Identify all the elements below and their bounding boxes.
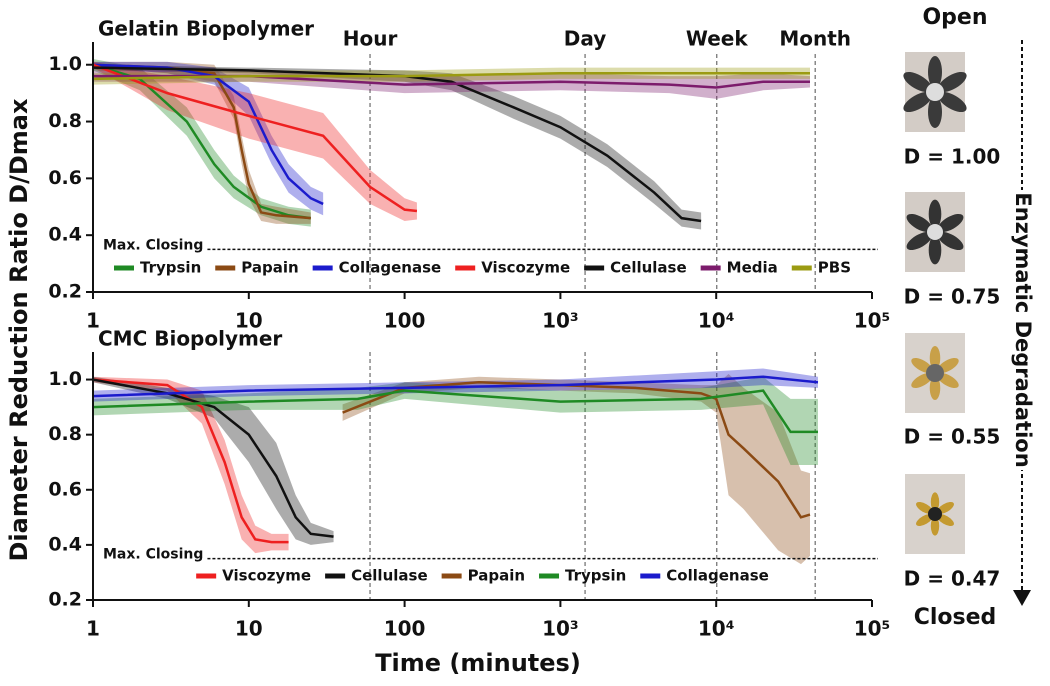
state-label: D = 0.55 bbox=[904, 425, 1001, 449]
x-tick-label: 10⁴ bbox=[698, 617, 735, 641]
arrow-head bbox=[1013, 590, 1031, 606]
series-line bbox=[92, 66, 702, 223]
plot: Max. Closing 0.2 0.4 0.6 0.8 1.0 1 10 100 10³ 10⁴ 1… bbox=[48, 327, 890, 641]
photo bbox=[905, 333, 965, 413]
x-tick-label: 10³ bbox=[542, 617, 579, 641]
time-marker-label: Hour bbox=[343, 27, 398, 51]
series-line bbox=[92, 63, 418, 213]
x-tick-label: 100 bbox=[384, 309, 426, 333]
y-tick-label: 0.4 bbox=[48, 224, 82, 246]
state-label: D = 1.00 bbox=[904, 145, 1001, 169]
series-line bbox=[92, 375, 819, 398]
time-marker-label: Month bbox=[779, 27, 851, 51]
x-tick-label: 10 bbox=[235, 617, 263, 641]
legend-label: Trypsin bbox=[140, 259, 201, 277]
series-line bbox=[92, 378, 334, 538]
x-tick-label: 10 bbox=[235, 309, 263, 333]
legend-label: Papain bbox=[241, 259, 298, 277]
side-label: Enzymatic Degradation bbox=[1011, 192, 1035, 467]
y-tick-label: 0.6 bbox=[48, 167, 82, 189]
y-tick-label: 0.8 bbox=[48, 110, 82, 132]
x-tick-label: 10⁵ bbox=[854, 309, 891, 333]
state-label: D = 0.75 bbox=[904, 285, 1001, 309]
y-tick-label: 0.2 bbox=[48, 589, 82, 611]
y-tick-label: 0.4 bbox=[48, 533, 82, 555]
time-marker-label: Day bbox=[564, 27, 607, 51]
series-line bbox=[92, 378, 289, 544]
legend-label: PBS bbox=[818, 259, 851, 277]
legend-label: Trypsin bbox=[565, 567, 626, 585]
photo bbox=[905, 474, 965, 554]
legend-label: Media bbox=[727, 259, 778, 277]
error-band bbox=[93, 61, 324, 216]
error-band bbox=[93, 64, 702, 230]
legend-label: Cellulase bbox=[351, 567, 428, 585]
x-tick-label: 10⁵ bbox=[854, 617, 891, 641]
y-tick-label: 0.8 bbox=[48, 423, 82, 445]
x-tick-label: 1 bbox=[86, 617, 100, 641]
x-tick-label: 1 bbox=[86, 309, 100, 333]
legend-label: Cellulase bbox=[610, 259, 687, 277]
hline-label: Max. Closing bbox=[103, 547, 203, 563]
series-line bbox=[92, 72, 811, 81]
legend-label: Collagenase bbox=[339, 259, 442, 277]
error-band bbox=[93, 61, 417, 221]
open-label: Open bbox=[922, 5, 987, 30]
series-line bbox=[93, 74, 811, 89]
hline-label: Max. Closing bbox=[103, 237, 203, 253]
x-tick-label: 10³ bbox=[542, 309, 579, 333]
legend: Viscozyme Cellulase Papain Trypsin Collagena… bbox=[196, 567, 769, 585]
label-backdrop bbox=[1010, 190, 1034, 470]
state-label: D = 0.47 bbox=[904, 567, 1001, 591]
series-line bbox=[92, 389, 818, 434]
photo bbox=[900, 52, 970, 132]
legend: Trypsin Papain Collagenase Viscozyme Cellula… bbox=[114, 259, 851, 277]
legend-label: Viscozyme bbox=[481, 259, 570, 277]
side-panel: Open Closed D = 1.00 D = 0.75 D = 0.55 D… bbox=[900, 5, 1035, 630]
y-axis-label: Diameter Reduction Ratio D/Dmax bbox=[5, 98, 33, 561]
photo bbox=[903, 192, 967, 272]
plot: Hour Day Week Month Max. Closing 0.2 0.4 0.6 0.8… bbox=[48, 17, 890, 333]
y-tick-label: 1.0 bbox=[48, 368, 82, 390]
legend-label: Collagenase bbox=[666, 567, 769, 585]
error-band bbox=[93, 376, 818, 465]
y-tick-label: 1.0 bbox=[48, 53, 82, 75]
closed-label: Closed bbox=[914, 605, 997, 630]
time-marker-label: Week bbox=[686, 27, 748, 51]
legend-label: Viscozyme bbox=[222, 567, 311, 585]
series-line bbox=[342, 381, 811, 519]
x-tick-label: 100 bbox=[384, 617, 426, 641]
y-tick-label: 0.2 bbox=[48, 281, 82, 303]
x-axis-label: Time (minutes) bbox=[375, 649, 581, 677]
y-tick-label: 0.6 bbox=[48, 478, 82, 500]
error-band bbox=[93, 376, 334, 545]
x-tick-label: 10⁴ bbox=[698, 309, 735, 333]
chart-title: Gelatin Biopolymer bbox=[98, 17, 314, 41]
legend-label: Papain bbox=[468, 567, 525, 585]
chart-title: CMC Biopolymer bbox=[98, 327, 282, 351]
